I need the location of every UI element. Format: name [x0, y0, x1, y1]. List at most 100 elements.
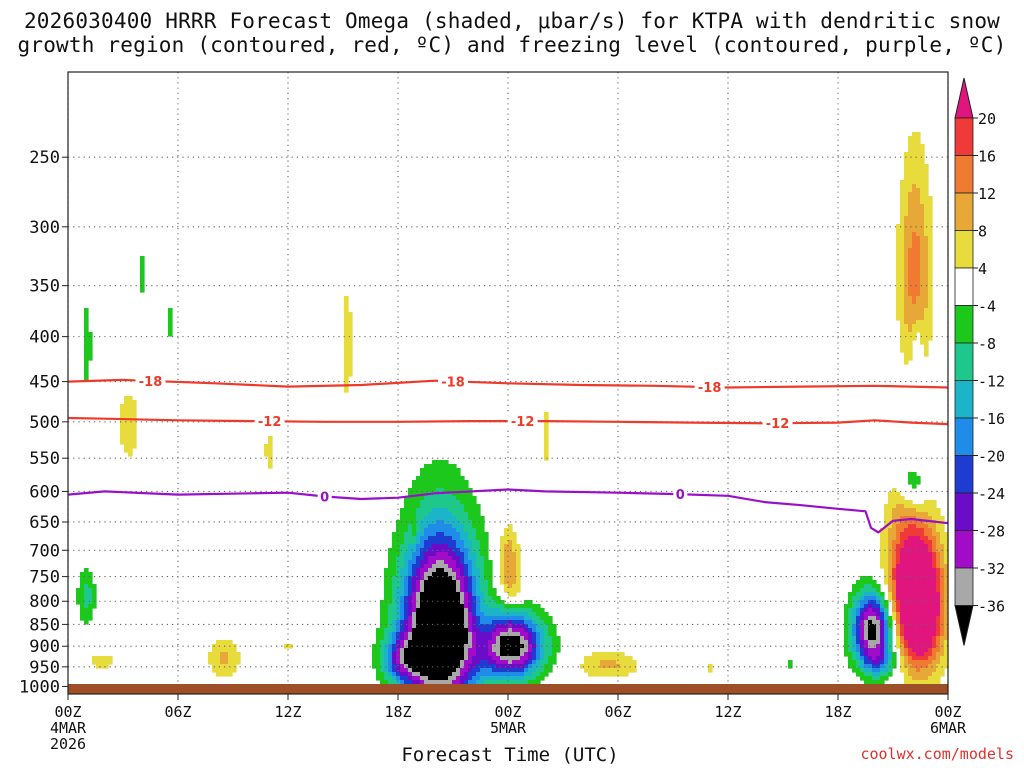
omega-cell	[896, 228, 901, 233]
omega-cell	[484, 632, 489, 637]
omega-cell	[620, 656, 625, 661]
omega-cell	[508, 576, 513, 581]
omega-cell	[412, 512, 417, 517]
omega-cell	[940, 672, 945, 677]
omega-cell	[856, 588, 861, 593]
omega-cell	[908, 652, 913, 657]
omega-cell	[896, 588, 901, 593]
omega-cell	[404, 620, 409, 625]
omega-cell	[392, 668, 397, 673]
omega-cell	[916, 612, 921, 617]
omega-cell	[896, 288, 901, 293]
omega-cell	[852, 596, 857, 601]
omega-cell	[464, 480, 469, 485]
omega-cell	[900, 252, 905, 257]
omega-cell	[416, 652, 421, 657]
omega-cell	[916, 624, 921, 629]
omega-cell	[616, 656, 621, 661]
omega-cell	[508, 536, 513, 541]
omega-cell	[348, 368, 353, 373]
omega-cell	[860, 652, 865, 657]
omega-cell	[432, 676, 437, 681]
omega-cell	[440, 596, 445, 601]
omega-cell	[432, 460, 437, 465]
omega-cell	[944, 556, 949, 561]
omega-cell	[484, 588, 489, 593]
omega-cell	[900, 204, 905, 209]
omega-cell	[448, 584, 453, 589]
omega-cell	[928, 516, 933, 521]
omega-cell	[348, 328, 353, 333]
omega-cell	[344, 336, 349, 341]
omega-cell	[380, 672, 385, 677]
omega-cell	[444, 680, 449, 685]
omega-cell	[916, 552, 921, 557]
omega-cell	[476, 632, 481, 637]
omega-cell	[448, 516, 453, 521]
omega-cell	[396, 572, 401, 577]
omega-cell	[452, 640, 457, 645]
omega-cell	[344, 356, 349, 361]
omega-cell	[512, 612, 517, 617]
omega-cell	[920, 248, 925, 253]
omega-cell	[384, 576, 389, 581]
omega-cell	[532, 608, 537, 613]
omega-cell	[944, 608, 949, 613]
omega-cell	[84, 376, 89, 381]
omega-cell	[460, 496, 465, 501]
omega-cell	[900, 332, 905, 337]
omega-cell	[928, 568, 933, 573]
omega-cell	[484, 612, 489, 617]
omega-cell	[616, 672, 621, 677]
omega-cell	[456, 584, 461, 589]
contour-label-bg	[317, 489, 332, 504]
omega-cell	[924, 544, 929, 549]
omega-cell	[848, 664, 853, 669]
omega-cell	[584, 664, 589, 669]
omega-cell	[108, 660, 113, 665]
omega-cell	[444, 664, 449, 669]
omega-cell	[408, 636, 413, 641]
omega-cell	[84, 324, 89, 329]
omega-cell	[412, 588, 417, 593]
omega-cell	[908, 612, 913, 617]
omega-cell	[924, 660, 929, 665]
omega-cell	[924, 600, 929, 605]
omega-cell	[408, 616, 413, 621]
omega-cell	[628, 664, 633, 669]
omega-cell	[412, 664, 417, 669]
omega-cell	[904, 576, 909, 581]
omega-cell	[412, 576, 417, 581]
omega-cell	[544, 652, 549, 657]
omega-cell	[896, 244, 901, 249]
omega-cell	[404, 604, 409, 609]
omega-cell	[924, 308, 929, 313]
omega-cell	[124, 424, 129, 429]
omega-cell	[448, 564, 453, 569]
omega-cell	[468, 668, 473, 673]
omega-cell	[940, 532, 945, 537]
omega-cell	[908, 344, 913, 349]
omega-cell	[408, 528, 413, 533]
omega-cell	[428, 540, 433, 545]
omega-cell	[916, 568, 921, 573]
omega-cell	[524, 608, 529, 613]
omega-cell	[524, 612, 529, 617]
omega-cell	[468, 600, 473, 605]
omega-cell	[544, 616, 549, 621]
omega-cell	[452, 468, 457, 473]
omega-cell	[444, 620, 449, 625]
omega-cell	[468, 620, 473, 625]
omega-cell	[344, 376, 349, 381]
colorbar-bottom-arrow	[954, 605, 974, 646]
omega-cell	[924, 612, 929, 617]
omega-cell	[372, 664, 377, 669]
omega-cell	[504, 584, 509, 589]
omega-cell	[464, 592, 469, 597]
omega-cell	[460, 532, 465, 537]
omega-cell	[504, 552, 509, 557]
omega-cell	[844, 612, 849, 617]
omega-cell	[904, 624, 909, 629]
omega-cell	[916, 588, 921, 593]
omega-cell	[860, 668, 865, 673]
